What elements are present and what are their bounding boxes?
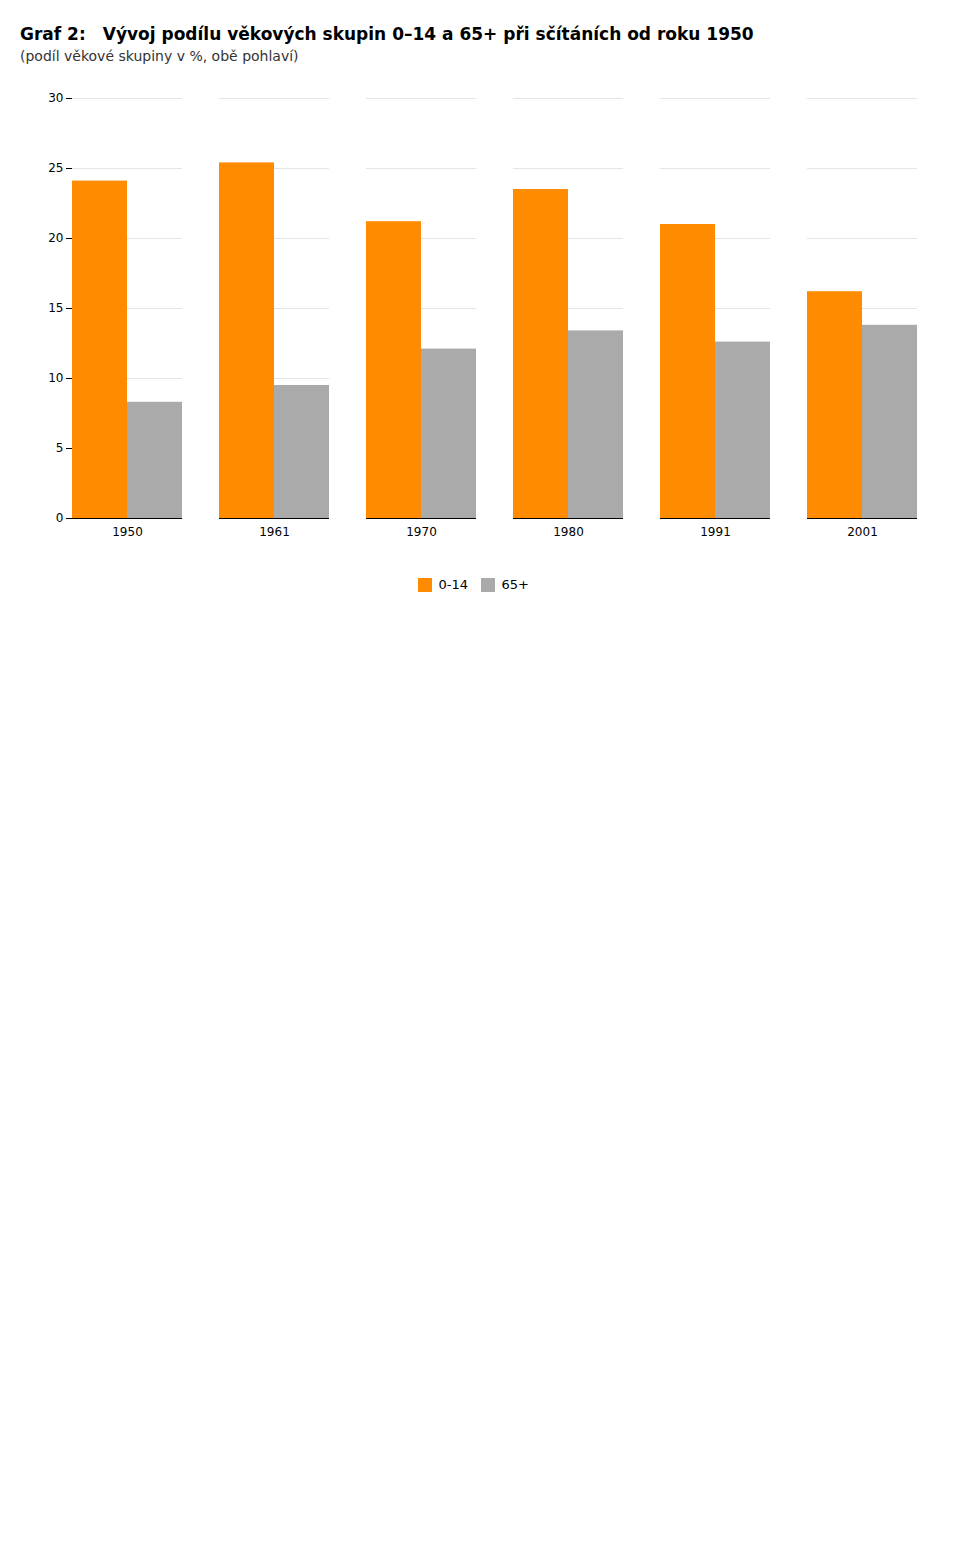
svg-text:15: 15: [48, 301, 63, 315]
svg-text:10: 10: [48, 371, 63, 385]
svg-text:1961: 1961: [259, 525, 290, 539]
svg-text:1970: 1970: [406, 525, 437, 539]
svg-text:1980: 1980: [553, 525, 584, 539]
svg-text:1991: 1991: [700, 525, 731, 539]
html-text:(podíl věkové skupiny v %, obě: (podíl věkové skupiny v %, obě pohlaví): [20, 48, 299, 64]
html-text:Graf 2: Vývoj podílu věkových: Graf 2: Vývoj podílu věkových skupin 0–1…: [20, 24, 754, 44]
html-text:65+: 65+: [501, 577, 529, 592]
svg-text:30: 30: [48, 91, 63, 105]
svg-text:0: 0: [56, 511, 64, 525]
svg-text:2001: 2001: [847, 525, 878, 539]
svg-text:20: 20: [48, 231, 63, 245]
svg-text:1950: 1950: [112, 525, 143, 539]
svg-text:25: 25: [48, 161, 63, 175]
html-text:0-14: 0-14: [438, 577, 468, 592]
svg-text:5: 5: [56, 441, 64, 455]
